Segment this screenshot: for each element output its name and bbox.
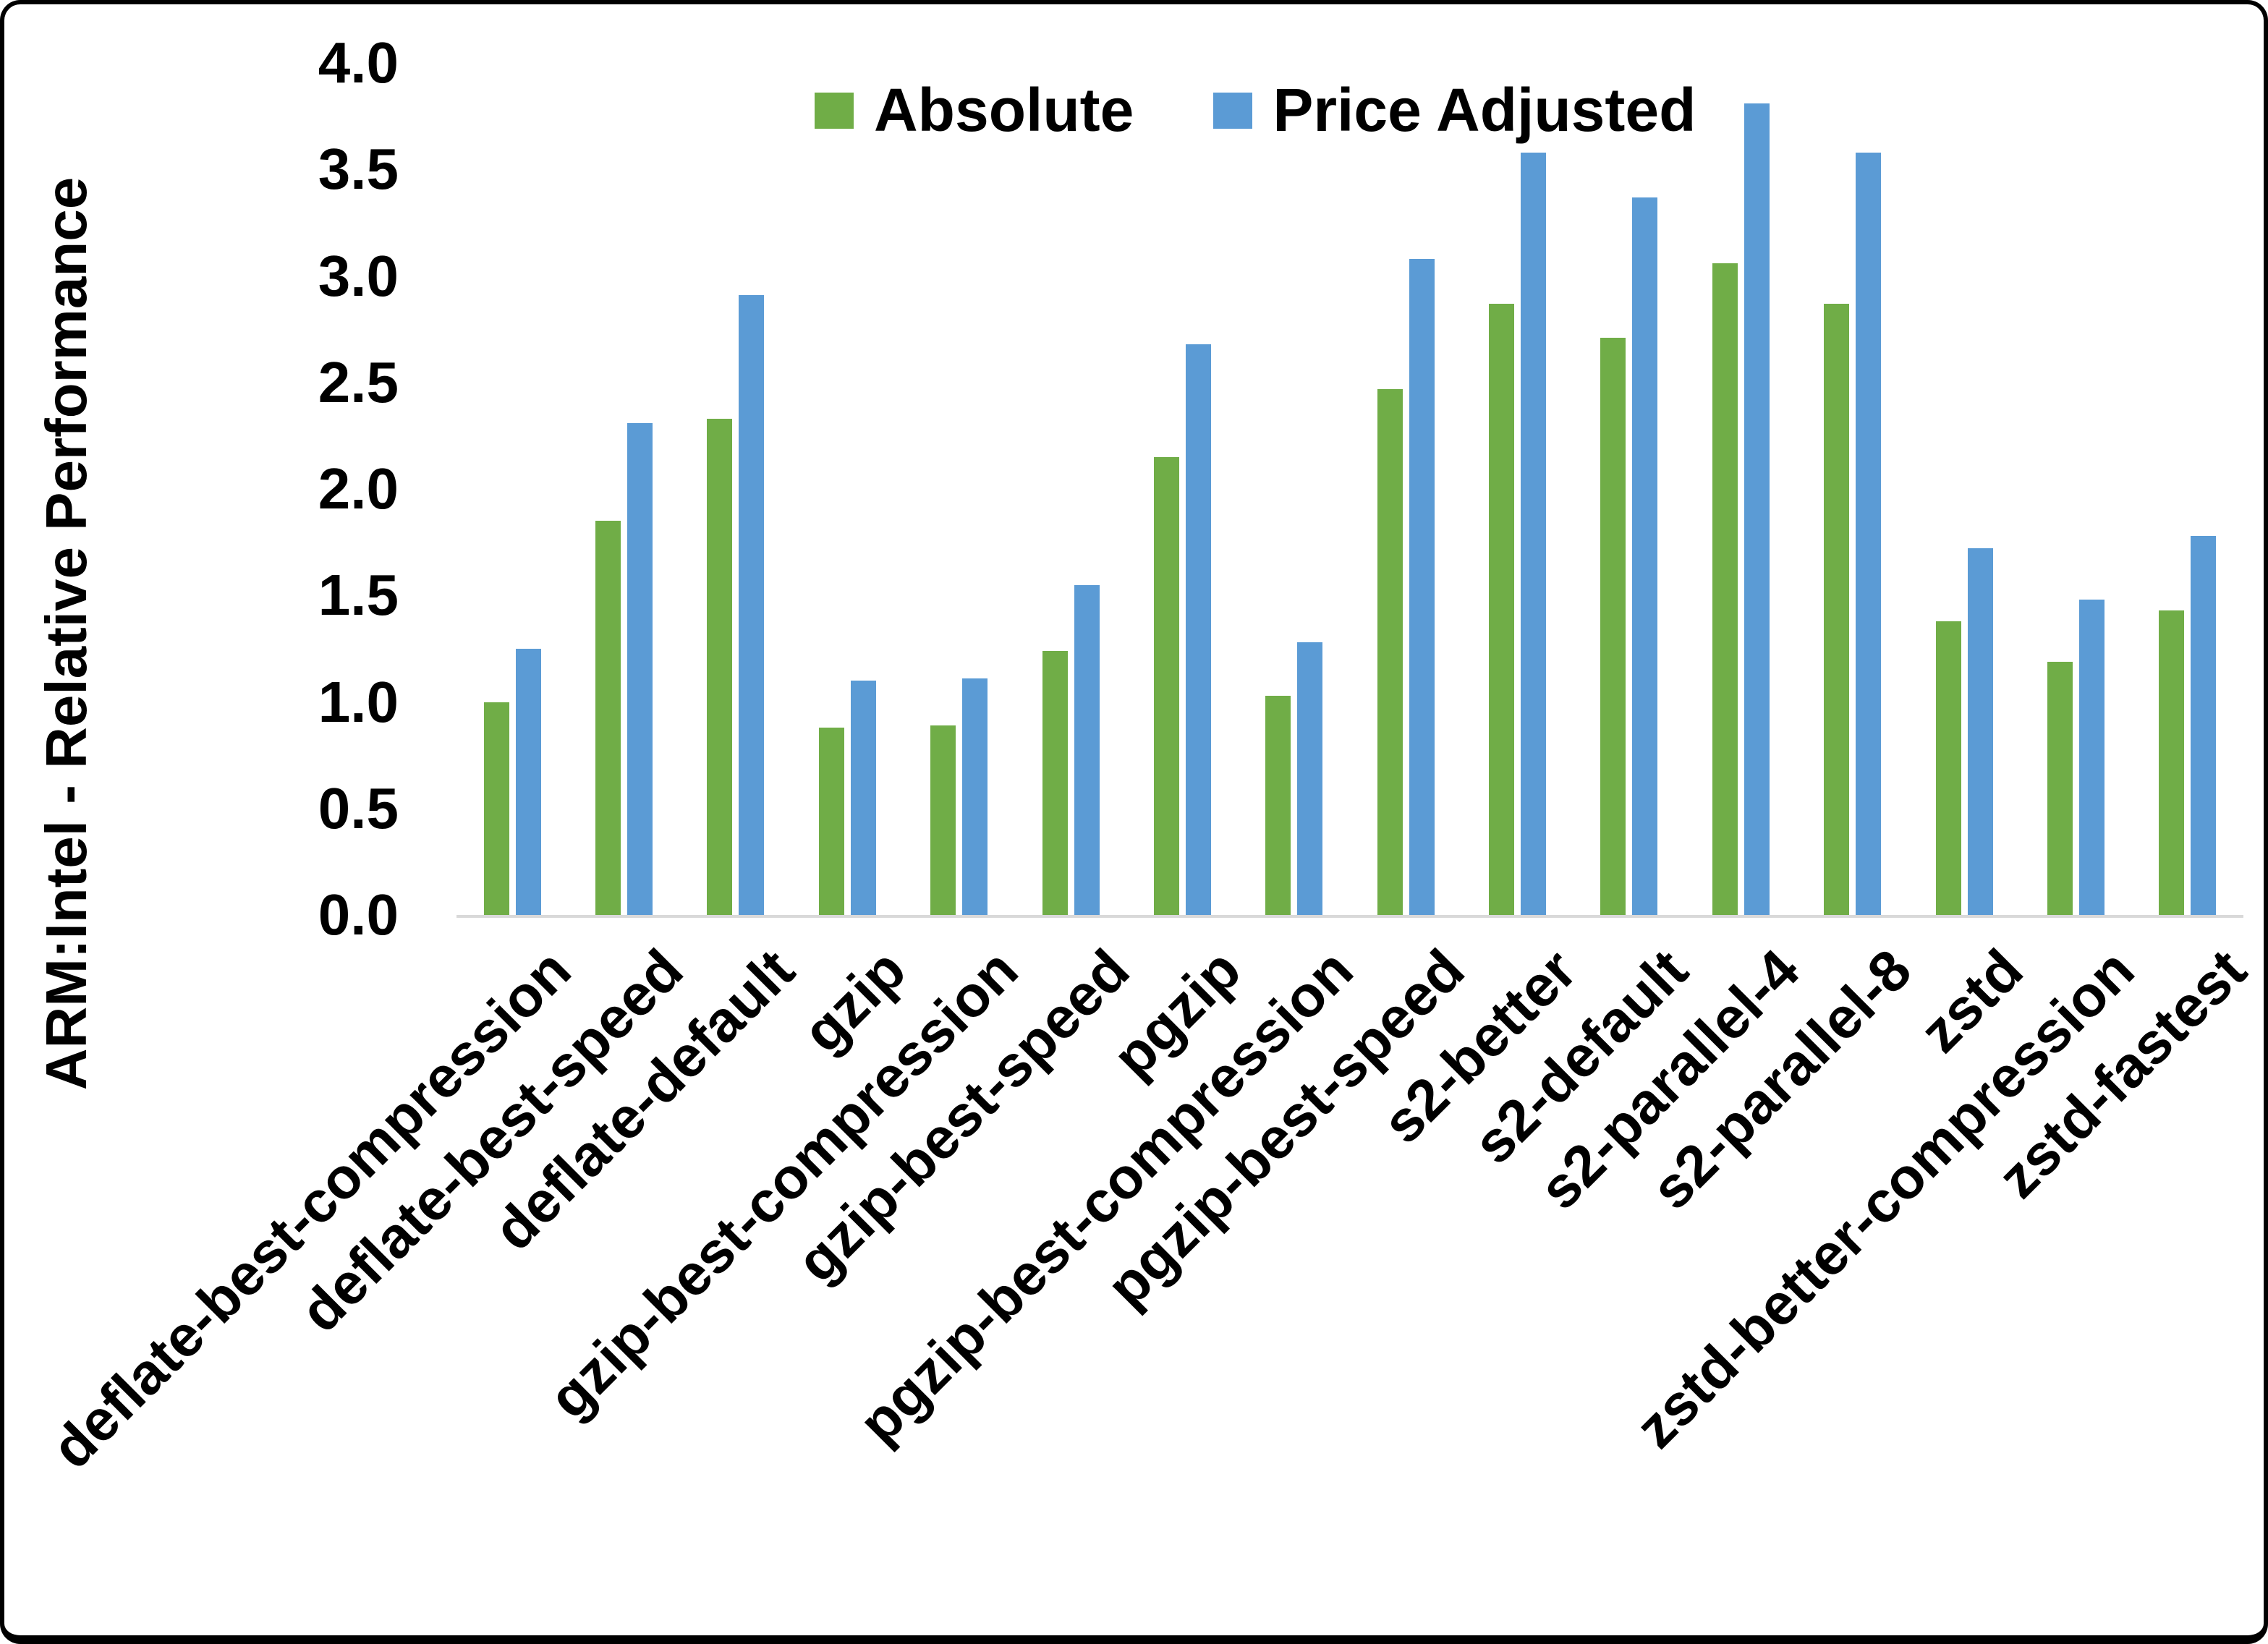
legend-label-absolute: Absolute bbox=[874, 76, 1134, 144]
bar-absolute-pgzip-best-speed bbox=[1377, 388, 1403, 915]
y-tick-label: 2.0 bbox=[318, 456, 399, 521]
bar-group-s2-default bbox=[1573, 63, 1685, 915]
bar-price-adjusted-gzip-best-speed bbox=[1074, 584, 1100, 915]
bar-absolute-deflate-default bbox=[707, 418, 733, 915]
y-tick-label: 0.5 bbox=[318, 775, 399, 840]
bar-absolute-s2-default bbox=[1600, 337, 1626, 915]
bar-absolute-pgzip bbox=[1153, 456, 1179, 915]
bar-group-zstd-fastest bbox=[2132, 63, 2243, 915]
bar-price-adjusted-pgzip bbox=[1185, 344, 1211, 915]
bar-group-gzip-best-compression bbox=[904, 63, 1015, 915]
bar-group-zstd bbox=[1908, 63, 2020, 915]
y-tick-label: 1.0 bbox=[318, 669, 399, 734]
bar-group-s2-better bbox=[1461, 63, 1573, 915]
bar-absolute-deflate-best-compression bbox=[483, 702, 509, 915]
bar-group-gzip-best-speed bbox=[1015, 63, 1126, 915]
bar-group-s2-parallel-8 bbox=[1797, 63, 1908, 915]
bar-group-gzip bbox=[791, 63, 903, 915]
bar-price-adjusted-deflate-default bbox=[739, 295, 765, 915]
y-tick-label: 1.5 bbox=[318, 563, 399, 628]
legend-swatch-price-adjusted bbox=[1213, 92, 1253, 129]
bar-price-adjusted-s2-better bbox=[1521, 152, 1547, 915]
bar-price-adjusted-s2-parallel-8 bbox=[1856, 152, 1882, 915]
bar-group-deflate-best-compression bbox=[456, 63, 568, 915]
bar-absolute-pgzip-best-compression bbox=[1265, 695, 1291, 915]
legend-label-price-adjusted: Price Adjusted bbox=[1273, 76, 1696, 144]
bar-absolute-gzip bbox=[818, 727, 844, 915]
bar-group-zstd-better-compression bbox=[2020, 63, 2131, 915]
bar-absolute-zstd-better-compression bbox=[2047, 661, 2073, 915]
bar-price-adjusted-zstd bbox=[1967, 548, 1993, 915]
bar-group-deflate-default bbox=[680, 63, 791, 915]
y-tick-label: 0.0 bbox=[318, 882, 399, 947]
bar-group-deflate-best-speed bbox=[568, 63, 679, 915]
bar-price-adjusted-deflate-best-compression bbox=[515, 648, 541, 915]
bar-absolute-zstd bbox=[1935, 621, 1961, 915]
bar-price-adjusted-gzip bbox=[850, 681, 876, 915]
bar-absolute-s2-parallel-4 bbox=[1712, 263, 1738, 915]
legend-item-absolute: Absolute bbox=[815, 75, 1134, 145]
bar-price-adjusted-pgzip-best-speed bbox=[1409, 258, 1435, 915]
y-tick-label: 4.0 bbox=[318, 30, 399, 95]
bar-price-adjusted-s2-parallel-4 bbox=[1744, 103, 1770, 915]
bar-absolute-gzip-best-speed bbox=[1042, 650, 1068, 915]
bar-group-pgzip bbox=[1126, 63, 1238, 915]
legend-swatch-absolute bbox=[815, 92, 854, 129]
y-axis-tick-labels: 0.0 0.5 1.0 1.5 2.0 2.5 3.0 3.5 4.0 bbox=[4, 4, 399, 947]
bar-group-pgzip-best-speed bbox=[1350, 63, 1461, 915]
bar-price-adjusted-zstd-fastest bbox=[2191, 535, 2217, 915]
bar-absolute-deflate-best-speed bbox=[595, 521, 621, 915]
bar-price-adjusted-deflate-best-speed bbox=[627, 422, 653, 915]
bar-price-adjusted-pgzip-best-compression bbox=[1297, 642, 1323, 915]
legend-item-price-adjusted: Price Adjusted bbox=[1213, 75, 1696, 145]
y-tick-label: 3.0 bbox=[318, 243, 399, 308]
bar-group-s2-parallel-4 bbox=[1685, 63, 1796, 915]
bar-absolute-gzip-best-compression bbox=[930, 725, 956, 915]
plot-area bbox=[456, 63, 2243, 918]
y-tick-label: 2.5 bbox=[318, 349, 399, 414]
bar-absolute-zstd-fastest bbox=[2159, 610, 2185, 915]
bar-absolute-s2-parallel-8 bbox=[1824, 303, 1850, 915]
bar-price-adjusted-zstd-better-compression bbox=[2078, 600, 2105, 915]
bar-price-adjusted-gzip-best-compression bbox=[962, 678, 988, 915]
bar-group-pgzip-best-compression bbox=[1239, 63, 1350, 915]
y-tick-label: 3.5 bbox=[318, 137, 399, 202]
bar-price-adjusted-s2-default bbox=[1632, 197, 1658, 915]
legend: Absolute Price Adjusted bbox=[815, 75, 1696, 145]
bar-absolute-s2-better bbox=[1489, 303, 1515, 915]
